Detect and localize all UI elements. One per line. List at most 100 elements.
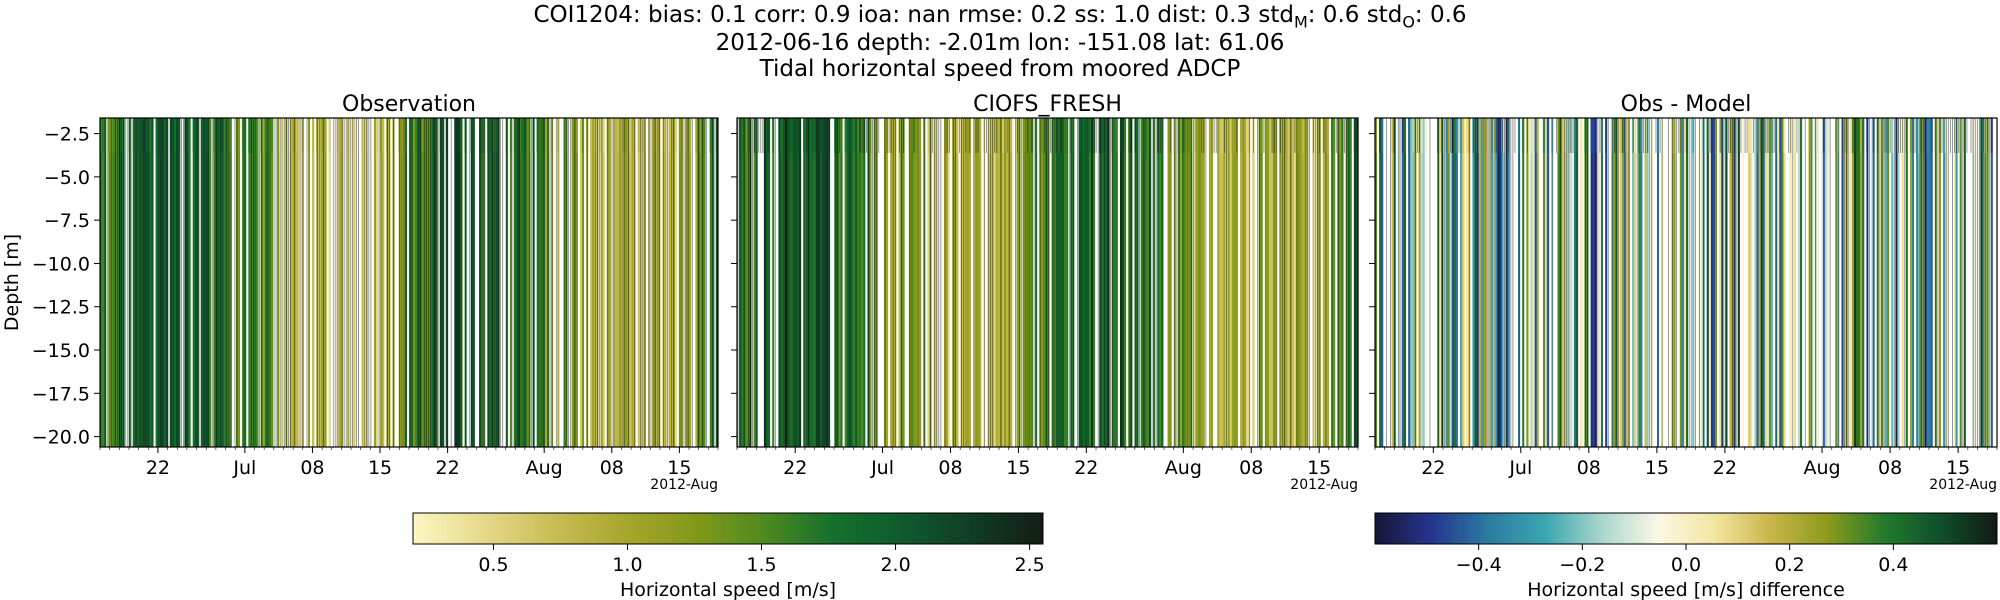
- heatmap-cell: [1615, 118, 1618, 153]
- heatmap-cell: [1167, 118, 1171, 153]
- heatmap-cell: [1522, 118, 1525, 447]
- heatmap-cell: [1737, 118, 1741, 447]
- heatmap-cell: [956, 118, 959, 153]
- heatmap-cell: [1004, 118, 1007, 153]
- title-sub-o: O: [1402, 12, 1415, 32]
- heatmap-cell: [1273, 118, 1276, 447]
- heatmap-cell: [1140, 118, 1144, 447]
- heatmap-cell: [1464, 118, 1467, 447]
- heatmap-cell: [790, 118, 794, 153]
- heatmap-cell: [579, 118, 583, 153]
- heatmap-cell: [1561, 118, 1565, 153]
- heatmap-cell: [561, 118, 564, 447]
- heatmap-cell: [1598, 118, 1602, 447]
- heatmap-cell: [1412, 118, 1415, 447]
- heatmap-cell: [625, 118, 628, 447]
- heatmap-cell: [1524, 118, 1527, 447]
- heatmap-cell: [1816, 118, 1820, 153]
- heatmap-cell: [135, 118, 138, 447]
- heatmap-cell: [310, 118, 313, 447]
- heatmap-cell: [1206, 118, 1210, 447]
- heatmap-cell: [809, 118, 812, 153]
- heatmap-cell: [1528, 118, 1531, 447]
- heatmap-cell: [1547, 118, 1550, 447]
- heatmap-cell: [1379, 118, 1382, 447]
- heatmap-cell: [137, 118, 140, 153]
- heatmap-cell: [1534, 118, 1538, 153]
- heatmap-cell: [1594, 118, 1598, 153]
- heatmap-cell: [1455, 118, 1459, 447]
- heatmap-cell: [1499, 118, 1502, 153]
- heatmap-cell: [970, 118, 974, 447]
- heatmap-cell: [772, 118, 775, 153]
- heatmap-cell: [1297, 118, 1301, 447]
- heatmap-cell: [1710, 118, 1714, 447]
- heatmap-cell: [881, 118, 885, 447]
- heatmap-cell: [421, 118, 424, 153]
- heatmap-cell: [1741, 118, 1745, 447]
- heatmap-cell: [1420, 118, 1424, 153]
- heatmap-cell: [1146, 118, 1150, 447]
- heatmap-cell: [1349, 118, 1353, 447]
- heatmap-cell: [1708, 118, 1712, 447]
- heatmap-cell: [1522, 118, 1525, 153]
- heatmap-cell: [1240, 118, 1243, 447]
- heatmap-cell: [817, 118, 821, 153]
- heatmap-cell: [170, 118, 173, 447]
- heatmap-cell: [326, 118, 330, 447]
- heatmap-cell: [1816, 118, 1820, 447]
- heatmap-cell: [709, 118, 713, 153]
- heatmap-cell: [1422, 118, 1426, 447]
- heatmap-cell: [1849, 118, 1853, 447]
- heatmap-cell: [848, 118, 852, 447]
- heatmap-cell: [1355, 118, 1359, 447]
- heatmap-cell: [1862, 118, 1865, 447]
- heatmap-cell: [159, 118, 163, 153]
- heatmap-cell: [338, 118, 342, 153]
- heatmap-cell: [772, 118, 775, 447]
- heatmap-cell: [608, 118, 612, 153]
- heatmap-cell: [768, 118, 771, 447]
- heatmap-cell: [915, 118, 918, 447]
- heatmap-cell: [1331, 118, 1334, 153]
- heatmap-cell: [1022, 118, 1026, 153]
- heatmap-cell: [1221, 118, 1224, 447]
- heatmap-cell: [1986, 118, 1990, 447]
- heatmap-cell: [1041, 118, 1044, 153]
- title-stats-end: : 0.6: [1414, 2, 1467, 28]
- heatmap-cell: [1681, 118, 1685, 447]
- heatmap-cell: [1347, 118, 1351, 447]
- heatmap-cell: [382, 118, 385, 153]
- y-axis-label: Depth [m]: [1, 234, 23, 331]
- heatmap-cell: [836, 118, 839, 447]
- heatmap-cell: [745, 118, 748, 447]
- heatmap-cell: [770, 118, 773, 447]
- heatmap-cell: [842, 118, 846, 447]
- heatmap-cell: [1638, 118, 1641, 447]
- heatmap-cell: [1507, 118, 1511, 447]
- heatmap-cell: [1449, 118, 1453, 447]
- heatmap-cell: [604, 118, 608, 447]
- heatmap-cell: [361, 118, 365, 153]
- y-tick-label: −20.0: [32, 427, 90, 449]
- heatmap-cell: [904, 118, 908, 447]
- heatmap-cell: [1901, 118, 1905, 447]
- heatmap-cell: [592, 118, 595, 153]
- heatmap-cell: [557, 118, 560, 447]
- heatmap-cell: [1536, 118, 1540, 153]
- heatmap-cell: [898, 118, 901, 447]
- heatmap-cell: [1557, 118, 1560, 153]
- heatmap-cell: [1035, 118, 1038, 447]
- heatmap-cell: [149, 118, 152, 153]
- heatmap-cell: [1318, 118, 1322, 447]
- heatmap-cell: [1231, 118, 1235, 153]
- heatmap-cell: [602, 118, 606, 153]
- heatmap-cell: [151, 118, 154, 447]
- heatmap-cell: [1957, 118, 1961, 447]
- heatmap-cell: [1341, 118, 1344, 153]
- heatmap-cell: [1022, 118, 1026, 447]
- heatmap-cell: [1980, 118, 1983, 153]
- heatmap-cell: [221, 118, 224, 447]
- heatmap-cell: [400, 118, 404, 447]
- heatmap-cell: [1683, 118, 1687, 447]
